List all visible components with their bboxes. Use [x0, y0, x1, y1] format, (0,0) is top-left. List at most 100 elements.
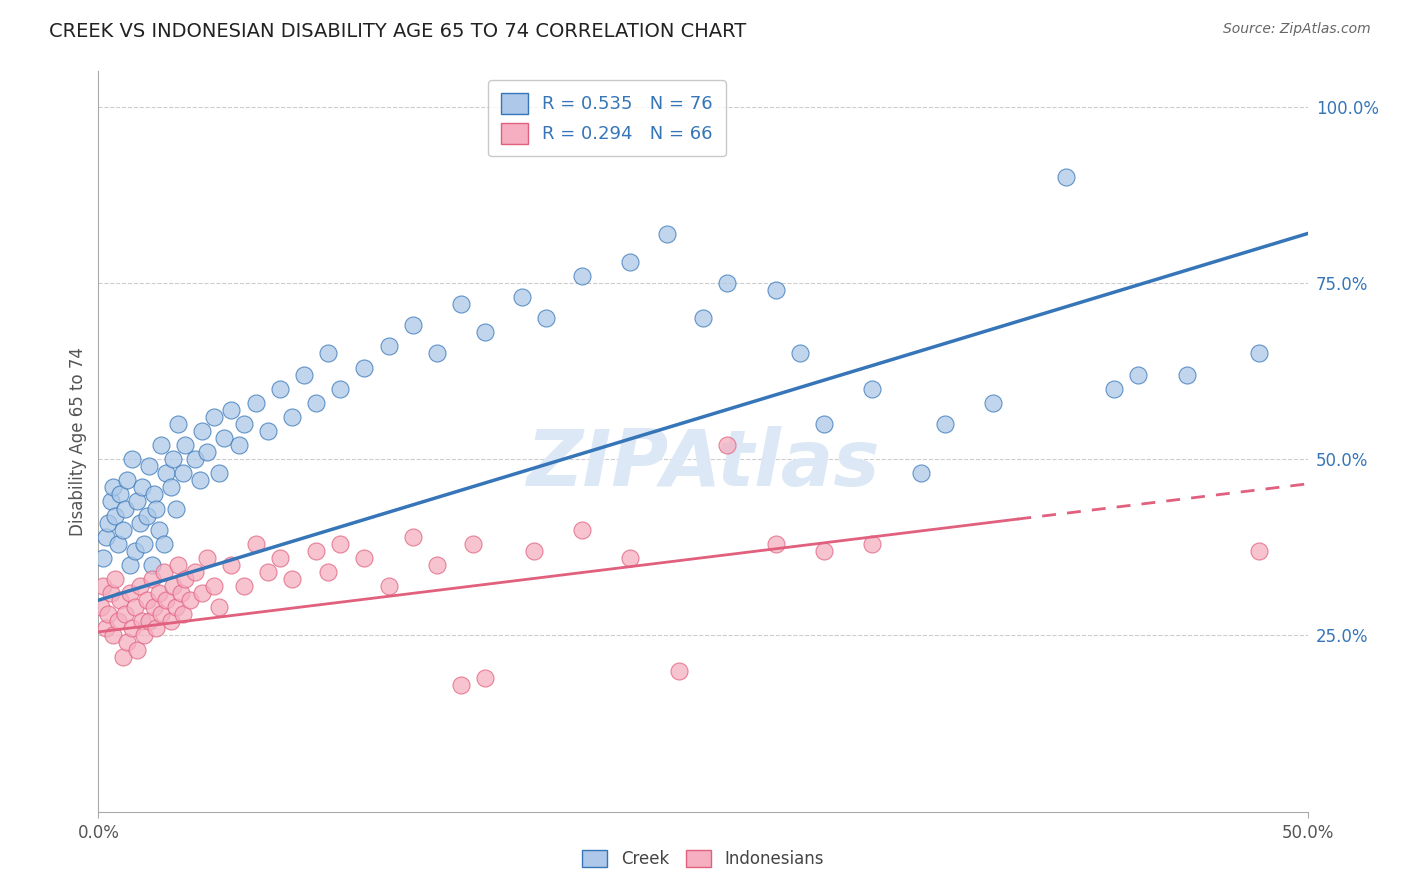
Point — [269, 382, 291, 396]
Point — [184, 452, 207, 467]
Point — [571, 523, 593, 537]
Text: Source: ZipAtlas.com: Source: ZipAtlas.com — [1223, 22, 1371, 37]
Point — [174, 572, 197, 586]
Point — [124, 600, 146, 615]
Point — [655, 227, 678, 241]
Point — [1249, 544, 1271, 558]
Point — [1102, 382, 1125, 396]
Point — [141, 572, 163, 586]
Point — [195, 550, 218, 565]
Point — [138, 459, 160, 474]
Point — [377, 339, 399, 353]
Point — [184, 565, 207, 579]
Point — [141, 558, 163, 572]
Point — [813, 417, 835, 431]
Point — [510, 290, 533, 304]
Point — [121, 452, 143, 467]
Point — [148, 523, 170, 537]
Point — [232, 579, 254, 593]
Point — [150, 438, 173, 452]
Point — [860, 382, 883, 396]
Point — [172, 607, 194, 622]
Point — [281, 409, 304, 424]
Point — [426, 346, 449, 360]
Point — [148, 586, 170, 600]
Point — [117, 635, 139, 649]
Point — [135, 593, 157, 607]
Point — [179, 593, 201, 607]
Point — [463, 537, 485, 551]
Point — [160, 615, 183, 629]
Point — [1054, 170, 1077, 185]
Point — [104, 508, 127, 523]
Point — [128, 516, 150, 530]
Point — [188, 473, 211, 487]
Point — [111, 649, 134, 664]
Point — [114, 607, 136, 622]
Point — [100, 494, 122, 508]
Point — [195, 445, 218, 459]
Point — [127, 494, 149, 508]
Point — [789, 346, 811, 360]
Point — [1128, 368, 1150, 382]
Point — [101, 480, 124, 494]
Point — [474, 671, 496, 685]
Point — [534, 311, 557, 326]
Point — [450, 297, 472, 311]
Point — [108, 593, 131, 607]
Point — [1175, 368, 1198, 382]
Point — [167, 558, 190, 572]
Point — [108, 487, 131, 501]
Point — [97, 516, 120, 530]
Point — [316, 565, 339, 579]
Point — [162, 452, 184, 467]
Point — [212, 431, 235, 445]
Point — [172, 467, 194, 481]
Point — [138, 615, 160, 629]
Point — [316, 346, 339, 360]
Point — [208, 600, 231, 615]
Point — [668, 664, 690, 678]
Point — [94, 530, 117, 544]
Point — [135, 508, 157, 523]
Point — [155, 467, 177, 481]
Point — [281, 572, 304, 586]
Point — [174, 438, 197, 452]
Point — [450, 678, 472, 692]
Point — [128, 579, 150, 593]
Point — [134, 628, 156, 642]
Point — [155, 593, 177, 607]
Point — [716, 276, 738, 290]
Point — [107, 537, 129, 551]
Point — [143, 487, 166, 501]
Point — [131, 480, 153, 494]
Point — [305, 544, 328, 558]
Point — [204, 579, 226, 593]
Point — [245, 537, 267, 551]
Point — [124, 544, 146, 558]
Point — [269, 550, 291, 565]
Point — [353, 550, 375, 565]
Point — [245, 396, 267, 410]
Point — [571, 268, 593, 283]
Point — [256, 565, 278, 579]
Point — [131, 615, 153, 629]
Legend: Creek, Indonesians: Creek, Indonesians — [576, 843, 830, 875]
Point — [716, 438, 738, 452]
Point — [765, 283, 787, 297]
Point — [191, 586, 214, 600]
Point — [167, 417, 190, 431]
Point — [134, 537, 156, 551]
Point — [165, 501, 187, 516]
Point — [402, 318, 425, 333]
Point — [100, 586, 122, 600]
Point — [165, 600, 187, 615]
Point — [169, 586, 191, 600]
Point — [150, 607, 173, 622]
Point — [221, 558, 243, 572]
Point — [143, 600, 166, 615]
Point — [162, 579, 184, 593]
Point — [208, 467, 231, 481]
Point — [204, 409, 226, 424]
Point — [152, 537, 174, 551]
